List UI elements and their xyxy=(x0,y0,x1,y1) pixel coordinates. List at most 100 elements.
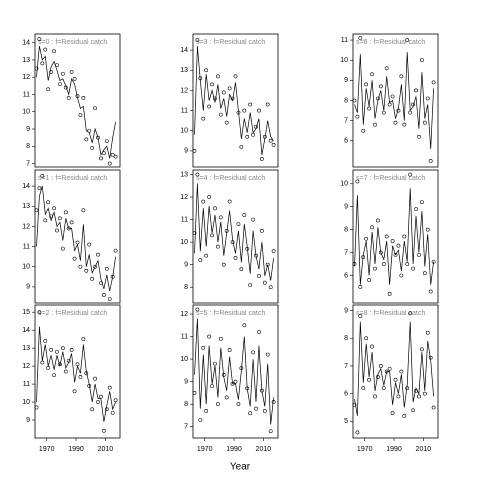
fit-line xyxy=(194,183,274,281)
data-point xyxy=(355,430,360,435)
data-point xyxy=(399,74,404,79)
data-point xyxy=(192,231,197,236)
data-point xyxy=(72,77,77,81)
data-point xyxy=(78,264,83,269)
data-point xyxy=(34,405,39,410)
data-point xyxy=(417,252,421,257)
panel-title: s=2 : f=Residual catch xyxy=(38,310,107,317)
y-tick-label: 9 xyxy=(184,378,188,385)
data-point xyxy=(393,120,398,125)
data-point xyxy=(378,364,383,368)
panel-frame xyxy=(352,33,439,168)
data-point xyxy=(78,113,83,118)
data-point xyxy=(210,384,214,389)
data-point xyxy=(236,222,241,227)
data-point xyxy=(58,82,62,86)
fit-line xyxy=(36,326,116,422)
data-point xyxy=(257,274,261,278)
data-point xyxy=(370,344,374,349)
data-point xyxy=(268,138,273,143)
x-tick-label: 2010 xyxy=(256,446,272,453)
panel-frame xyxy=(192,169,279,304)
data-point xyxy=(93,106,97,111)
data-point xyxy=(49,348,54,352)
y-tick-label: 7 xyxy=(184,424,188,431)
y-tick-label: 13 xyxy=(180,171,188,178)
panel-frame xyxy=(34,304,121,439)
data-point xyxy=(227,86,232,91)
data-point xyxy=(422,271,427,276)
data-point xyxy=(192,391,197,395)
y-tick-label: 6 xyxy=(344,391,348,398)
data-point xyxy=(113,248,118,253)
x-tick-label: 1990 xyxy=(226,446,242,453)
x-tick-label: 1970 xyxy=(39,446,55,453)
data-point xyxy=(84,268,89,273)
data-point xyxy=(419,347,424,352)
y-tick-label: 11 xyxy=(23,243,30,250)
data-point xyxy=(358,285,363,289)
data-point xyxy=(271,249,276,254)
data-point xyxy=(224,120,229,125)
data-point xyxy=(218,336,223,341)
data-point xyxy=(242,108,247,113)
y-tick-label: 11 xyxy=(23,381,30,388)
y-tick-label: 13 xyxy=(180,67,188,74)
data-point xyxy=(198,418,203,422)
panel-frame xyxy=(34,169,121,304)
data-point xyxy=(213,361,217,366)
fit-line xyxy=(194,318,274,425)
data-point xyxy=(72,389,77,394)
data-point xyxy=(192,148,197,153)
y-tick-label: 10 xyxy=(22,109,30,116)
data-point xyxy=(233,74,238,79)
y-tick-label: 9 xyxy=(26,126,30,133)
data-point xyxy=(96,400,100,404)
y-tick-label: 11 xyxy=(181,216,188,223)
data-point xyxy=(210,233,214,238)
data-point xyxy=(248,411,253,416)
data-point xyxy=(367,106,372,111)
data-point xyxy=(425,227,430,232)
data-point xyxy=(387,291,392,296)
data-point xyxy=(63,210,68,215)
data-point xyxy=(259,228,264,233)
y-tick-label: 9 xyxy=(26,417,30,424)
data-point xyxy=(37,310,42,315)
data-point xyxy=(221,90,226,95)
data-point xyxy=(364,82,369,87)
data-point xyxy=(251,132,255,137)
data-point xyxy=(204,409,209,413)
data-point xyxy=(216,402,220,407)
x-axis-label: Year xyxy=(230,462,251,473)
data-point xyxy=(107,385,112,390)
data-point xyxy=(210,82,214,87)
y-tick-label: 12 xyxy=(180,194,188,201)
data-point xyxy=(107,297,112,301)
data-point xyxy=(195,38,200,42)
data-point xyxy=(221,262,226,267)
y-tick-label: 12 xyxy=(180,311,188,318)
data-point xyxy=(431,405,436,410)
data-point xyxy=(40,174,45,178)
panel-title: s=0 : f=Residual catch xyxy=(38,39,107,46)
y-tick-label: 7 xyxy=(344,363,348,370)
y-tick-label: 12 xyxy=(22,74,30,81)
y-tick-label: 10 xyxy=(180,356,188,363)
data-point xyxy=(352,98,357,103)
data-point xyxy=(411,266,415,271)
y-tick-label: 9 xyxy=(184,148,188,155)
data-point xyxy=(60,71,65,76)
panel-title: s=3 : f=Residual catch xyxy=(196,39,265,46)
data-point xyxy=(408,110,413,115)
data-point xyxy=(66,96,71,100)
y-tick-label: 9 xyxy=(184,262,188,269)
data-point xyxy=(396,394,401,399)
y-tick-label: 14 xyxy=(180,47,188,54)
data-point xyxy=(425,330,430,335)
data-point xyxy=(34,208,39,213)
panel-title: s=5 : f=Residual catch xyxy=(196,310,265,317)
data-point xyxy=(90,407,95,412)
data-point xyxy=(396,243,401,248)
data-point xyxy=(265,102,270,107)
